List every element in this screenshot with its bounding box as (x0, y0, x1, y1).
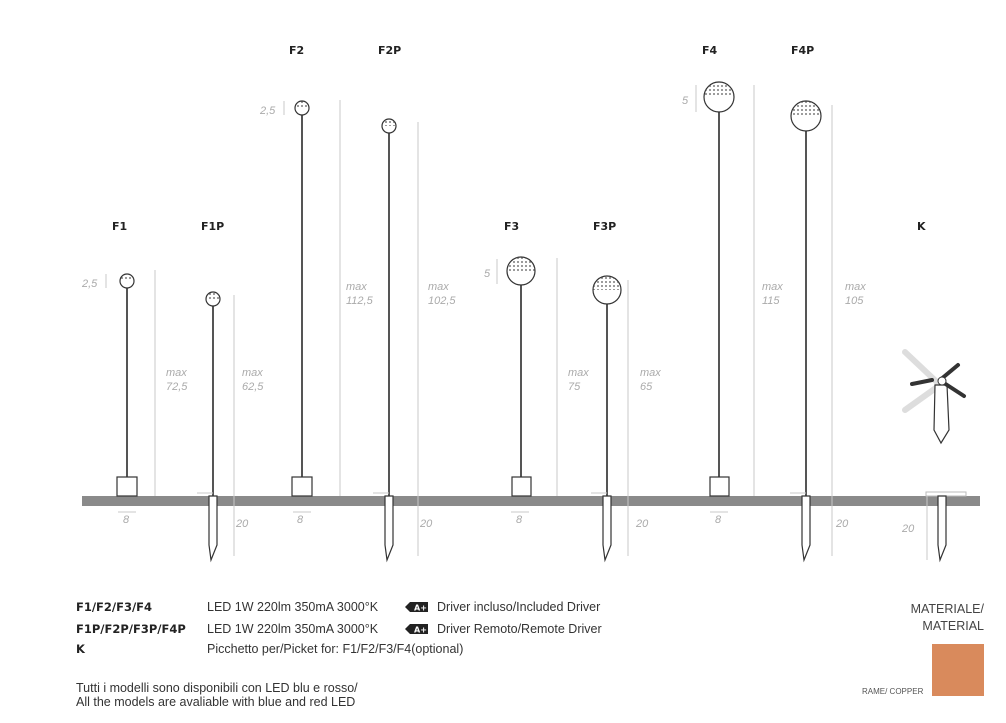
copper-swatch (932, 644, 984, 696)
availability-note: All the models are avaliable with blue a… (76, 695, 355, 709)
label-k: K (917, 220, 926, 233)
material-block: MATERIALE/ MATERIAL RAME/ COPPER (862, 602, 985, 696)
led-dots (120, 274, 134, 281)
lamp-f2: max 112,5 2,5 8 (259, 100, 374, 526)
height-value: 102,5 (428, 295, 456, 307)
ground-spike (937, 495, 947, 563)
picket-blade (933, 384, 950, 445)
led-dots (507, 257, 535, 271)
lamp-f4p: max 105 20 (790, 100, 866, 563)
lamp-f3p: max 65 20 (591, 275, 661, 563)
spike-depth: 20 (635, 518, 649, 530)
label-f1: F1 (112, 220, 127, 233)
height-value: 75 (568, 381, 581, 393)
led-dots (206, 292, 220, 299)
height-max-label: max (242, 367, 263, 379)
label-f1p: F1P (201, 220, 224, 233)
ground-spike (602, 495, 612, 563)
head-size: 5 (484, 268, 491, 280)
spike-depth: 20 (235, 518, 249, 530)
spike-depth: 20 (835, 518, 849, 530)
spec-code: K (76, 642, 86, 656)
label-f4: F4 (702, 44, 718, 57)
energy-class-text: A+ (414, 604, 427, 613)
picket-arm (910, 378, 934, 386)
led-dots (704, 82, 734, 97)
base-width: 8 (297, 514, 304, 526)
ground-spike (208, 495, 218, 563)
led-dots (593, 276, 621, 290)
availability-note: Tutti i modelli sono disponibili con LED… (76, 681, 358, 695)
spec-driver: Driver incluso/Included Driver (437, 600, 600, 614)
ground-spike (384, 495, 394, 563)
ground-spike (801, 495, 811, 563)
height-max-label: max (166, 367, 187, 379)
height-max-label: max (845, 281, 866, 293)
energy-class-text: A+ (414, 626, 427, 635)
lamp-f3: max 75 5 8 (484, 256, 589, 526)
lamp-f1p: max 62,5 20 (197, 291, 264, 563)
picket-hub (937, 376, 947, 386)
base (116, 476, 138, 497)
height-value: 72,5 (166, 381, 188, 393)
spec-description: LED 1W 220lm 350mA 3000°K (207, 600, 379, 614)
height-value: 62,5 (242, 381, 264, 393)
height-max-label: max (762, 281, 783, 293)
picket-k: 20 (901, 349, 967, 563)
spec-code: F1P/F2P/F3P/F4P (76, 622, 186, 636)
height-max-label: max (346, 281, 367, 293)
lamp-f1: max 72,5 2,5 8 (81, 270, 188, 526)
height-value: 65 (640, 381, 653, 393)
head-size: 5 (682, 95, 689, 107)
spec-driver: Driver Remoto/Remote Driver (437, 622, 602, 636)
label-f2p: F2P (378, 44, 401, 57)
spec-description: Picchetto per/Picket for: F1/F2/F3/F4(op… (207, 642, 463, 656)
label-f3p: F3P (593, 220, 616, 233)
spec-description: LED 1W 220lm 350mA 3000°K (207, 622, 379, 636)
ground-line (82, 496, 980, 506)
material-title: MATERIALE/ (911, 602, 985, 616)
base (511, 476, 532, 497)
material-title: MATERIAL (922, 619, 984, 633)
spec-code: F1/F2/F3/F4 (76, 600, 152, 614)
base-width: 8 (123, 514, 130, 526)
lamp-f4: max 115 5 8 (682, 81, 783, 526)
led-dots (295, 101, 309, 108)
height-value: 112,5 (346, 295, 374, 307)
label-f4p: F4P (791, 44, 814, 57)
base-width: 8 (516, 514, 523, 526)
spec-table: F1/F2/F3/F4 LED 1W 220lm 350mA 3000°K A+… (76, 600, 602, 709)
height-max-label: max (568, 367, 589, 379)
spike-depth: 20 (419, 518, 433, 530)
head-size: 2,5 (259, 105, 276, 117)
swatch-label: RAME/ COPPER (862, 687, 924, 696)
base (709, 476, 730, 497)
base-width: 8 (715, 514, 722, 526)
height-value: 105 (845, 295, 864, 307)
base (291, 476, 313, 497)
label-f2: F2 (289, 44, 304, 57)
energy-class-badge (405, 624, 428, 634)
led-dots (382, 119, 396, 126)
label-f3: F3 (504, 220, 519, 233)
led-dots (791, 101, 821, 116)
height-max-label: max (640, 367, 661, 379)
spike-depth: 20 (901, 523, 915, 535)
energy-class-badge (405, 602, 428, 612)
head-size: 2,5 (81, 278, 98, 290)
height-max-label: max (428, 281, 449, 293)
height-value: 115 (762, 295, 780, 307)
lamp-f2p: max 102,5 20 (373, 118, 456, 563)
